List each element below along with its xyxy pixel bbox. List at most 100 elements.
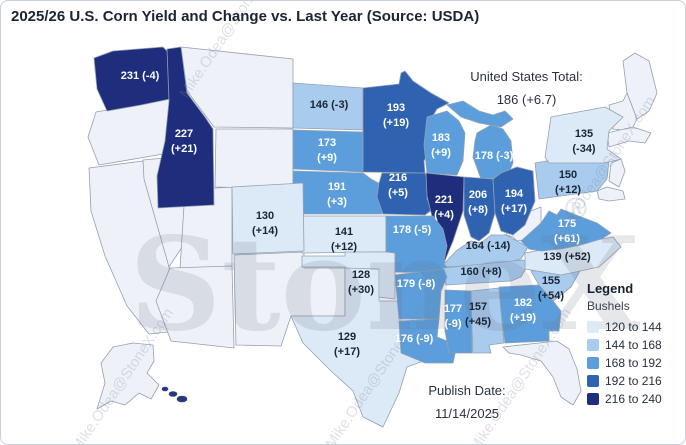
state-label-ID: (+21) bbox=[171, 143, 197, 155]
state-wyoming[interactable] bbox=[214, 128, 294, 190]
state-label-PA: (+12) bbox=[555, 184, 581, 196]
legend-rows: 120 to 144 144 to 168 168 to 192 192 to 216… bbox=[587, 318, 662, 408]
legend-swatch bbox=[587, 357, 599, 369]
state-label-AL: 157 bbox=[469, 301, 487, 313]
state-label-OK: 128 bbox=[352, 269, 370, 281]
legend-bucket-label: 168 to 192 bbox=[605, 356, 662, 370]
state-value-labels: 231 (-4) 227 (+21) 146 (-3) 173 (+9) 191 (+3) 14… bbox=[121, 70, 596, 358]
state-label-KS: (+12) bbox=[331, 241, 357, 253]
state-label-NE: 191 bbox=[328, 181, 346, 193]
state-ohio[interactable] bbox=[492, 166, 536, 236]
brand-watermark-reg: ® bbox=[561, 192, 591, 227]
state-label-IA: (+5) bbox=[388, 187, 408, 199]
state-label-TN: 160 (+8) bbox=[460, 266, 502, 278]
state-hawaii[interactable] bbox=[161, 386, 169, 392]
state-label-IN: 206 bbox=[469, 189, 487, 201]
legend-bucket-label: 144 to 168 bbox=[605, 338, 662, 352]
state-label-NC: 139 (+52) bbox=[543, 251, 591, 263]
state-arizona[interactable] bbox=[155, 265, 235, 349]
state-mississippi[interactable] bbox=[444, 289, 473, 354]
legend-swatch bbox=[587, 321, 599, 333]
state-north-carolina[interactable] bbox=[524, 236, 622, 276]
legend-swatch bbox=[587, 339, 599, 351]
state-arkansas[interactable] bbox=[394, 268, 448, 320]
state-label-MO: 178 (-5) bbox=[393, 224, 432, 236]
state-label-AL: (+45) bbox=[465, 316, 491, 328]
state-massachusetts-connecticut[interactable] bbox=[606, 126, 652, 148]
state-florida[interactable] bbox=[502, 340, 582, 406]
state-label-CO: 130 bbox=[256, 210, 274, 222]
state-hawaii[interactable] bbox=[168, 391, 178, 397]
state-label-ND: 146 (-3) bbox=[310, 99, 349, 111]
legend-row: 120 to 144 bbox=[587, 318, 662, 336]
state-label-MS: (-9) bbox=[444, 318, 461, 330]
state-label-CO: (+14) bbox=[252, 225, 278, 237]
state-label-VA: (+61) bbox=[554, 233, 580, 245]
state-label-TX: (+17) bbox=[334, 346, 360, 358]
state-label-VA: 175 bbox=[558, 218, 576, 230]
state-label-WI: 183 bbox=[432, 132, 450, 144]
state-texas[interactable] bbox=[290, 267, 434, 428]
state-label-ID: 227 bbox=[175, 128, 193, 140]
publish-date-value: 11/14/2025 bbox=[434, 406, 500, 421]
legend-bucket-label: 120 to 144 bbox=[605, 320, 662, 334]
legend-swatch bbox=[587, 393, 599, 405]
state-label-IL: (+4) bbox=[434, 209, 454, 221]
chart-title: 2025/26 U.S. Corn Yield and Change vs. L… bbox=[11, 8, 480, 25]
state-michigan-upper[interactable] bbox=[446, 100, 514, 128]
legend: Legend Bushels 120 to 144 144 to 168 168 t… bbox=[587, 281, 662, 408]
state-label-AR: 179 (-8) bbox=[397, 278, 436, 290]
state-label-MN: (+19) bbox=[383, 117, 409, 129]
state-tennessee[interactable] bbox=[442, 259, 530, 286]
state-louisiana[interactable] bbox=[398, 318, 458, 364]
us-total-block: United States Total: 186 (+6.7) bbox=[429, 65, 624, 111]
state-label-WI: (+9) bbox=[431, 147, 451, 159]
state-label-MI: 178 (-3) bbox=[475, 150, 514, 162]
state-maryland-delaware[interactable] bbox=[596, 186, 626, 202]
state-label-NY: (-34) bbox=[572, 143, 596, 155]
state-label-OK: (+30) bbox=[348, 284, 374, 296]
state-label-SD: (+9) bbox=[317, 152, 337, 164]
brand-watermark: StoneX bbox=[129, 210, 640, 360]
publish-date-block: Publish Date: 11/14/2025 bbox=[389, 379, 545, 425]
legend-row: 144 to 168 bbox=[587, 336, 662, 354]
state-label-IL: 221 bbox=[435, 194, 453, 206]
state-label-MS: 177 bbox=[444, 303, 462, 315]
data-states bbox=[93, 46, 624, 428]
legend-title: Legend bbox=[587, 281, 634, 296]
state-label-OH: (+17) bbox=[501, 203, 527, 215]
state-label-NY: 135 bbox=[575, 128, 593, 140]
state-label-SC: 155 bbox=[542, 275, 560, 287]
state-label-SD: 173 bbox=[318, 137, 336, 149]
state-virginia[interactable] bbox=[520, 208, 612, 252]
state-label-MN: 193 bbox=[387, 102, 405, 114]
state-label-KS: 141 bbox=[335, 226, 353, 238]
state-new-york[interactable] bbox=[544, 106, 624, 164]
state-label-WA: 231 (-4) bbox=[121, 70, 160, 82]
state-idaho[interactable] bbox=[156, 46, 215, 209]
state-label-GA: (+19) bbox=[510, 312, 536, 324]
state-label-GA: 182 bbox=[514, 297, 532, 309]
legend-row: 216 to 240 bbox=[587, 390, 662, 408]
state-label-OH: 194 bbox=[505, 188, 524, 200]
state-colorado[interactable] bbox=[231, 182, 305, 255]
state-label-IN: (+8) bbox=[468, 204, 488, 216]
legend-swatch bbox=[587, 375, 599, 387]
state-alaska[interactable] bbox=[96, 342, 160, 410]
state-label-KY: 164 (-14) bbox=[466, 240, 511, 252]
legend-bucket-label: 192 to 216 bbox=[605, 374, 662, 388]
state-label-TX: 129 bbox=[338, 331, 356, 343]
legend-bucket-label: 216 to 240 bbox=[605, 392, 662, 406]
state-hawaii[interactable] bbox=[176, 395, 188, 403]
email-watermark: Mike.Odea@StoneX.com bbox=[68, 305, 177, 445]
state-label-SC: (+54) bbox=[538, 290, 564, 302]
publish-date-label: Publish Date: bbox=[428, 383, 506, 398]
no-data-states bbox=[87, 46, 658, 410]
state-wisconsin[interactable] bbox=[423, 110, 466, 176]
us-total-label: United States Total: bbox=[470, 69, 583, 84]
us-total-value: 186 (+6.7) bbox=[496, 92, 557, 107]
state-label-PA: 150 bbox=[559, 169, 577, 181]
legend-subtitle: Bushels bbox=[587, 299, 630, 313]
